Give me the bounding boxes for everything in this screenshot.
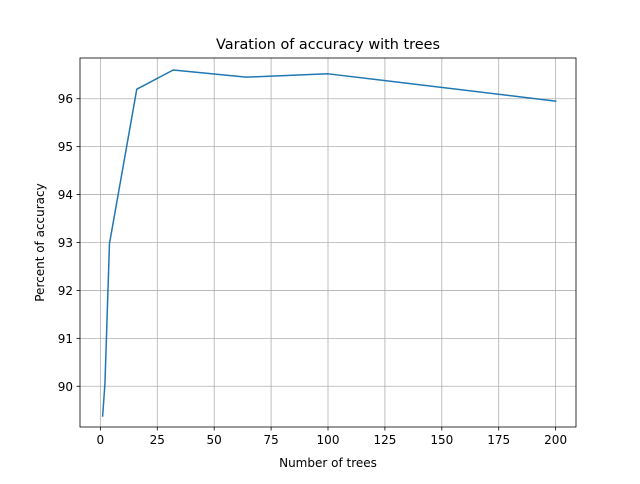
x-tick-label: 175 [487, 433, 510, 447]
y-tick-label: 95 [58, 140, 73, 154]
x-tick-label: 75 [263, 433, 278, 447]
accuracy-series-line [103, 70, 556, 416]
tick-layer: 0 25 50 75 100 125 150 175 200 90 91 92 93 94 95 96 [58, 92, 567, 447]
y-tick-label: 93 [58, 236, 73, 250]
x-tick-label: 100 [317, 433, 340, 447]
y-tick-label: 92 [58, 284, 73, 298]
y-axis-label: Percent of accuracy [33, 183, 47, 302]
x-tick-label: 200 [544, 433, 567, 447]
series-layer [103, 70, 556, 416]
x-tick-label: 150 [430, 433, 453, 447]
chart-title: Varation of accuracy with trees [216, 37, 440, 53]
x-axis-label: Number of trees [279, 456, 377, 470]
x-tick-label: 125 [373, 433, 396, 447]
y-tick-label: 94 [58, 188, 73, 202]
x-tick-label: 50 [207, 433, 222, 447]
y-tick-label: 90 [58, 380, 73, 394]
x-tick-label: 25 [150, 433, 165, 447]
y-tick-label: 96 [58, 92, 73, 106]
x-tick-label: 0 [97, 433, 105, 447]
grid-layer [80, 58, 576, 427]
y-tick-label: 91 [58, 332, 73, 346]
